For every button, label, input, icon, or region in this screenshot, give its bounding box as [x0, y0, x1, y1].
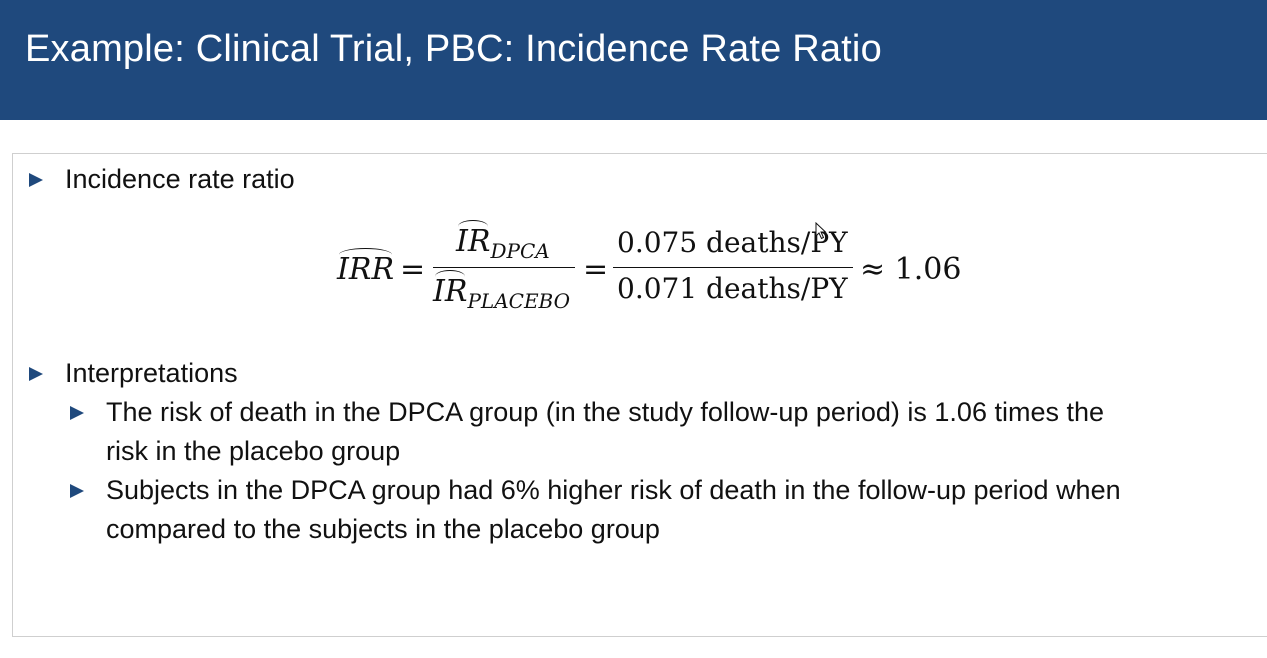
slide-content-box — [12, 153, 1267, 637]
formula-denominator-ir: IRPLACEBO — [433, 270, 570, 313]
slide-title-bar: Example: Clinical Trial, PBC: Incidence … — [0, 0, 1267, 120]
sub-bullet-arrow-icon — [70, 406, 84, 420]
bullet-arrow-icon — [29, 173, 43, 187]
numerator-ir-symbol: IR — [456, 220, 491, 259]
denominator-subscript: PLACEBO — [467, 289, 571, 313]
formula-denominator-value: 0.071 deaths/PY — [617, 272, 848, 305]
interpretation-1-line-1: The risk of death in the DPCA group (in … — [106, 397, 1105, 427]
bullet-incidence-rate-ratio: Incidence rate ratio — [65, 164, 295, 194]
bullet-interpretations: Interpretations — [65, 358, 238, 388]
formula-numerator-ir: IRDPCA — [456, 220, 550, 263]
formula-numerator-value: 0.075 deaths/PY — [617, 226, 848, 259]
fraction-line-1 — [433, 267, 575, 268]
interpretation-1-line-2: risk in the placebo group — [106, 436, 401, 466]
sub-bullet-arrow-icon — [70, 484, 84, 498]
mouse-pointer-icon — [815, 222, 827, 240]
bullet-arrow-icon — [29, 367, 43, 381]
slide-title: Example: Clinical Trial, PBC: Incidence … — [25, 28, 882, 70]
fraction-line-2 — [613, 267, 853, 268]
numerator-subscript: DPCA — [490, 239, 550, 263]
formula-lhs: IRR — [337, 248, 395, 287]
denominator-ir-symbol: IR — [433, 270, 468, 309]
formula-equals-2: = — [583, 252, 609, 287]
irr-formula: IRR = IRDPCA IRPLACEBO = 0.075 deaths/PY… — [337, 220, 962, 313]
formula-result: ≈ 1.06 — [860, 252, 962, 287]
formula-equals-1: = — [400, 252, 426, 287]
interpretation-2-line-2: compared to the subjects in the placebo … — [106, 514, 660, 544]
interpretation-2-line-1: Subjects in the DPCA group had 6% higher… — [106, 475, 1121, 505]
